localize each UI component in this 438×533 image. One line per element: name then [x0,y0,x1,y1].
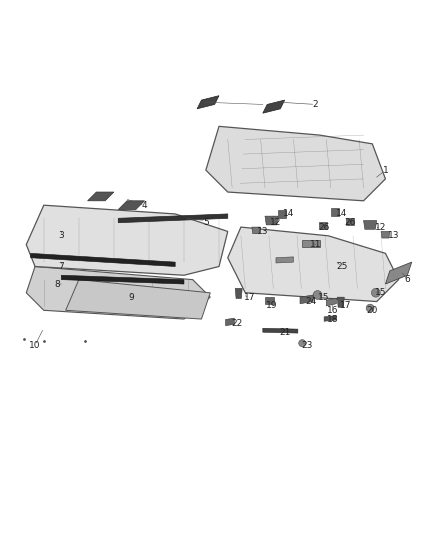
Text: 11: 11 [310,240,321,249]
Polygon shape [265,297,274,304]
Polygon shape [300,295,313,304]
Polygon shape [337,297,344,307]
Polygon shape [346,218,354,225]
Text: 6: 6 [404,275,410,284]
Text: 18: 18 [327,314,339,324]
Text: 9: 9 [128,293,134,302]
Text: 12: 12 [375,223,387,231]
Text: 24: 24 [305,297,317,306]
Polygon shape [197,96,219,109]
Text: 17: 17 [244,293,255,302]
Circle shape [366,304,374,312]
Polygon shape [228,227,399,302]
Polygon shape [324,316,336,321]
Polygon shape [226,318,234,326]
Text: 26: 26 [345,218,356,227]
Text: 3: 3 [58,231,64,240]
Text: 10: 10 [29,341,41,350]
Text: 14: 14 [336,209,347,219]
Text: 12: 12 [270,218,282,227]
Polygon shape [331,208,339,216]
Text: 15: 15 [375,288,387,297]
Polygon shape [26,205,228,275]
Text: 14: 14 [283,209,295,219]
Polygon shape [263,100,285,113]
Text: 2: 2 [313,100,318,109]
Text: 16: 16 [327,306,339,315]
Text: 20: 20 [367,306,378,315]
Text: 7: 7 [58,262,64,271]
Polygon shape [381,231,390,238]
Polygon shape [302,240,320,247]
Polygon shape [278,211,286,219]
Polygon shape [88,192,114,201]
Text: 5: 5 [203,218,209,227]
Circle shape [371,288,380,297]
Polygon shape [364,221,377,229]
Text: 1: 1 [382,166,389,175]
Text: 17: 17 [340,302,352,310]
Polygon shape [265,216,278,225]
Polygon shape [263,328,298,333]
Text: 19: 19 [266,302,277,310]
Polygon shape [61,275,184,284]
Polygon shape [206,126,385,201]
Polygon shape [235,288,242,298]
Polygon shape [31,253,175,266]
Text: 8: 8 [54,279,60,288]
Text: 22: 22 [231,319,242,328]
Text: 13: 13 [257,227,268,236]
Polygon shape [118,201,145,209]
Polygon shape [118,214,228,223]
Circle shape [299,340,306,346]
Polygon shape [66,280,210,319]
Circle shape [313,290,322,300]
Text: 15: 15 [318,293,330,302]
Polygon shape [319,222,327,229]
Text: 25: 25 [336,262,347,271]
Text: 23: 23 [301,341,312,350]
Polygon shape [252,227,261,233]
Polygon shape [326,298,336,306]
Text: 13: 13 [389,231,400,240]
Polygon shape [276,257,293,263]
Text: 26: 26 [318,223,330,231]
Polygon shape [26,266,210,319]
Polygon shape [385,262,412,284]
Text: 21: 21 [279,328,290,337]
Text: 4: 4 [142,201,147,209]
